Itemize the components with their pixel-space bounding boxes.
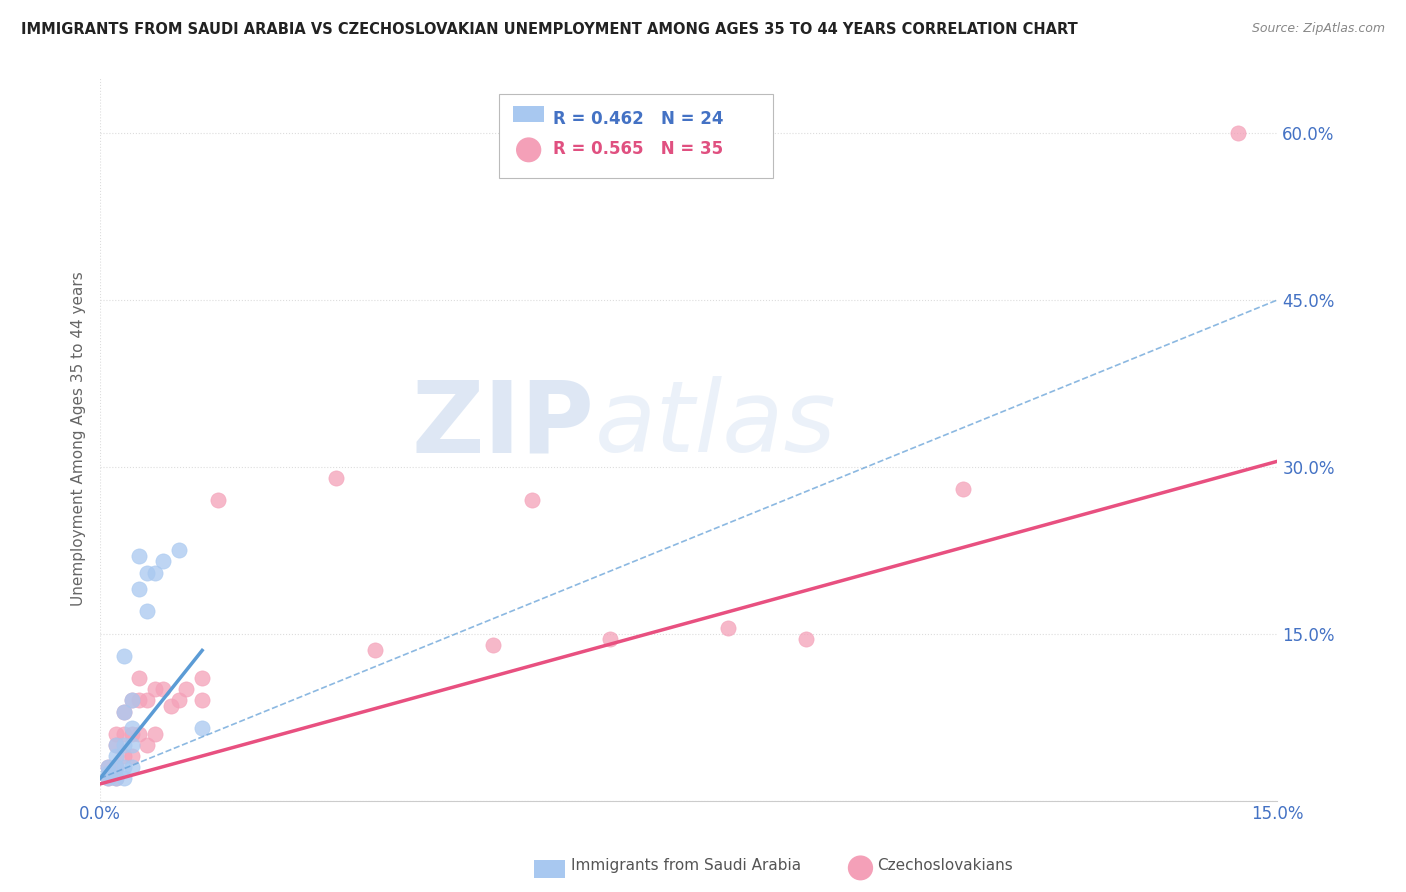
- Point: [717, 621, 740, 635]
- Text: IMMIGRANTS FROM SAUDI ARABIA VS CZECHOSLOVAKIAN UNEMPLOYMENT AMONG AGES 35 TO 44: IMMIGRANTS FROM SAUDI ARABIA VS CZECHOSL…: [21, 22, 1078, 37]
- Point: [112, 705, 135, 719]
- Point: [364, 643, 387, 657]
- Point: [796, 632, 818, 647]
- Point: [599, 632, 621, 647]
- Point: [191, 671, 214, 685]
- Point: [191, 721, 214, 735]
- Point: [112, 772, 135, 786]
- Point: [97, 772, 120, 786]
- Point: [152, 554, 174, 568]
- Point: [191, 693, 214, 707]
- Point: [121, 749, 143, 764]
- Point: [97, 765, 120, 780]
- Point: [136, 605, 159, 619]
- Point: [104, 738, 127, 752]
- Point: [104, 727, 127, 741]
- Point: [97, 772, 120, 786]
- Point: [952, 482, 974, 496]
- Point: [143, 727, 166, 741]
- Text: Czechoslovakians: Czechoslovakians: [877, 858, 1014, 872]
- Text: Immigrants from Saudi Arabia: Immigrants from Saudi Arabia: [571, 858, 801, 872]
- Point: [207, 493, 229, 508]
- Point: [136, 693, 159, 707]
- Point: [104, 760, 127, 774]
- Point: [136, 738, 159, 752]
- Point: [167, 693, 190, 707]
- Point: [128, 727, 150, 741]
- Point: [167, 543, 190, 558]
- Point: [520, 493, 543, 508]
- Point: [481, 638, 503, 652]
- Point: [112, 749, 135, 764]
- Point: [97, 760, 120, 774]
- Point: [104, 749, 127, 764]
- Point: [128, 693, 150, 707]
- Point: [112, 727, 135, 741]
- Text: atlas: atlas: [595, 376, 837, 473]
- Point: [104, 760, 127, 774]
- Point: [121, 693, 143, 707]
- Point: [97, 760, 120, 774]
- Point: [128, 549, 150, 563]
- Point: [121, 727, 143, 741]
- Point: [104, 738, 127, 752]
- Point: [152, 682, 174, 697]
- Point: [1227, 126, 1250, 140]
- Point: [121, 721, 143, 735]
- Point: [159, 699, 181, 714]
- Point: [112, 648, 135, 663]
- Point: [128, 671, 150, 685]
- Point: [325, 471, 347, 485]
- Point: [104, 772, 127, 786]
- Point: [136, 566, 159, 580]
- Point: [121, 760, 143, 774]
- Point: [112, 705, 135, 719]
- Text: R = 0.565   N = 35: R = 0.565 N = 35: [553, 140, 723, 158]
- Point: [112, 738, 135, 752]
- Text: R = 0.462   N = 24: R = 0.462 N = 24: [553, 110, 723, 128]
- Point: [128, 582, 150, 597]
- Text: Source: ZipAtlas.com: Source: ZipAtlas.com: [1251, 22, 1385, 36]
- Point: [121, 693, 143, 707]
- Point: [143, 682, 166, 697]
- Point: [121, 738, 143, 752]
- Point: [176, 682, 198, 697]
- Text: ZIP: ZIP: [412, 376, 595, 473]
- Point: [143, 566, 166, 580]
- Point: [104, 772, 127, 786]
- Point: [112, 760, 135, 774]
- Y-axis label: Unemployment Among Ages 35 to 44 years: Unemployment Among Ages 35 to 44 years: [72, 272, 86, 607]
